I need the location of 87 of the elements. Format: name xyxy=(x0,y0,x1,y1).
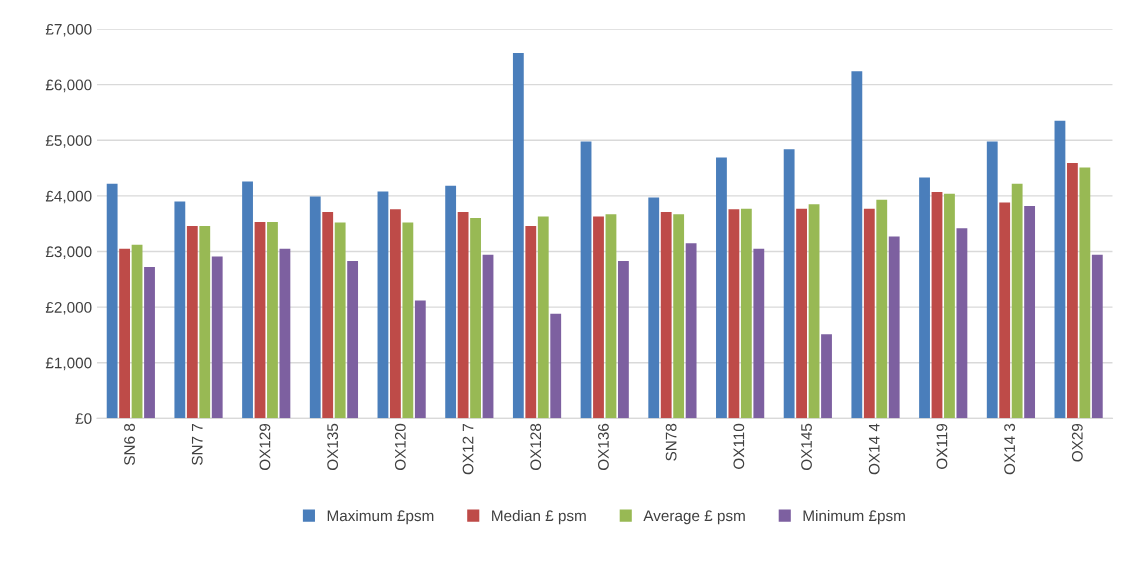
y-tick-label: £7,000 xyxy=(45,23,92,37)
bar xyxy=(876,199,888,419)
x-tick-label: OX135 xyxy=(327,423,339,471)
bar xyxy=(414,300,426,419)
x-tick-label: OX136 xyxy=(598,423,609,471)
bar xyxy=(1024,205,1036,419)
bar xyxy=(279,248,291,419)
bar xyxy=(211,256,223,419)
bar xyxy=(309,196,321,419)
x-tick-label: SN6 8 xyxy=(124,423,135,465)
bar xyxy=(482,254,494,419)
x-tick-label: OX119 xyxy=(936,423,948,469)
bar xyxy=(199,225,211,419)
y-tick-label: £5,000 xyxy=(45,135,92,148)
x-tick-label: OX14 4 xyxy=(868,423,880,475)
x-tick-label: SN7 7 xyxy=(191,423,203,465)
bar xyxy=(593,216,604,419)
bar xyxy=(334,222,346,419)
bar xyxy=(322,212,334,419)
bar xyxy=(956,228,968,419)
x-tick-label: SN78 xyxy=(665,423,677,461)
bar xyxy=(851,71,863,419)
legend-label: Average £ psm xyxy=(643,510,745,525)
bar xyxy=(389,209,401,419)
bar xyxy=(131,244,143,419)
y-tick-label: £3,000 xyxy=(45,246,92,259)
bar xyxy=(660,212,672,419)
bar xyxy=(863,208,875,419)
bar xyxy=(347,260,359,419)
bar xyxy=(673,214,685,419)
y-tick-label: £4,000 xyxy=(45,190,92,204)
bar xyxy=(144,267,155,419)
bar xyxy=(753,248,765,419)
bar xyxy=(512,52,524,419)
y-tick-label: £2,000 xyxy=(45,301,92,315)
bar xyxy=(106,183,118,419)
bar xyxy=(728,209,740,419)
bar xyxy=(550,313,562,419)
bar xyxy=(648,197,660,419)
y-tick-label: £6,000 xyxy=(45,79,92,93)
bar xyxy=(999,202,1011,419)
bar xyxy=(470,218,481,419)
bar xyxy=(525,225,537,419)
bar xyxy=(605,214,617,419)
y-tick-label: £1,000 xyxy=(45,357,92,371)
bar xyxy=(186,225,198,419)
bar xyxy=(783,149,795,419)
y-tick-label: £0 xyxy=(75,413,92,425)
bar xyxy=(174,201,186,419)
bar xyxy=(580,141,592,419)
bar xyxy=(919,177,930,419)
bar xyxy=(267,222,278,419)
legend-label: Median £ psm xyxy=(492,509,586,525)
bar xyxy=(618,260,629,419)
bar xyxy=(685,243,697,419)
bar xyxy=(1066,163,1078,419)
bar xyxy=(808,204,820,419)
bar xyxy=(377,191,389,419)
x-tick-label: OX129 xyxy=(259,423,271,471)
bar xyxy=(457,212,469,419)
x-tick-label: OX29 xyxy=(1071,423,1083,462)
bar xyxy=(796,208,808,419)
bar xyxy=(1091,254,1103,419)
bar xyxy=(986,141,998,419)
bar xyxy=(402,222,414,419)
bar xyxy=(740,208,752,419)
x-tick-label: OX14 3 xyxy=(1004,423,1016,475)
bar xyxy=(1079,167,1091,419)
bar xyxy=(445,185,457,419)
bar xyxy=(821,334,832,419)
legend-label: Minimum £psm xyxy=(803,509,905,525)
bar xyxy=(537,216,549,419)
bar xyxy=(716,157,727,419)
bar xyxy=(888,236,900,419)
x-tick-label: OX12 7 xyxy=(462,423,474,475)
bar xyxy=(944,193,955,419)
x-tick-label: OX110 xyxy=(733,423,745,469)
x-tick-label: OX120 xyxy=(394,423,406,471)
x-tick-label: OX128 xyxy=(530,423,542,471)
bar xyxy=(1011,183,1023,419)
bar xyxy=(1054,120,1066,419)
x-tick-label: OX145 xyxy=(801,423,812,471)
bar xyxy=(931,191,943,419)
bar xyxy=(254,222,266,419)
legend-label: Maximum £psm xyxy=(327,509,434,525)
bar xyxy=(119,248,131,419)
bar xyxy=(242,181,253,419)
